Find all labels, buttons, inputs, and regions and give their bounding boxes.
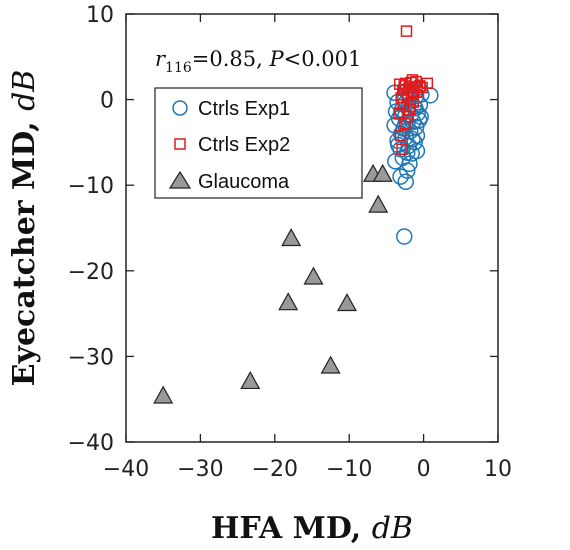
data-point-circle: [408, 142, 426, 160]
legend-label-ctrls-exp2: Ctrls Exp2: [198, 134, 290, 156]
data-point-triangle: [336, 293, 357, 312]
x-tick-label: −20: [252, 457, 298, 482]
data-point-square: [421, 77, 434, 90]
data-marks: [153, 25, 439, 404]
x-tick-label: −30: [177, 457, 223, 482]
legend: Ctrls Exp1 Ctrls Exp2 Glaucoma: [154, 87, 363, 199]
x-tick-label: 0: [417, 457, 431, 482]
data-point-triangle: [240, 370, 261, 390]
legend-box: [154, 87, 363, 199]
data-point-circle: [397, 173, 414, 191]
y-tick-labels: −40 −30 −20 −10 0 10: [68, 3, 114, 456]
x-tick-label: −10: [326, 457, 372, 482]
legend-label-ctrls-exp1: Ctrls Exp1: [198, 98, 290, 120]
y-axis-label: Eyecatcher MD, dB: [7, 70, 42, 387]
legend-entry-ctrls-exp2: Ctrls Exp2: [174, 134, 290, 156]
data-point-square: [402, 110, 414, 123]
data-point-square: [396, 143, 408, 155]
data-point-triangle: [153, 385, 174, 404]
data-point-square: [399, 117, 411, 130]
data-point-square: [394, 129, 407, 142]
legend-label-glaucoma: Glaucoma: [198, 171, 290, 193]
data-point-circle: [396, 228, 413, 245]
legend-entry-ctrls-exp1: Ctrls Exp1: [172, 98, 290, 120]
data-point-triangle: [320, 355, 341, 374]
y-tick-label: −40: [68, 431, 114, 456]
data-point-square: [406, 74, 419, 86]
x-axis-label: HFA MD, dB: [211, 511, 413, 546]
data-point-square: [400, 25, 413, 37]
y-tick-label: 10: [86, 3, 114, 28]
legend-triangle-marker: [168, 170, 192, 189]
x-tick-labels: −40 −30 −20 −10 0 10: [103, 457, 512, 482]
plot-frame: [125, 13, 499, 443]
y-tick-label: −30: [68, 345, 114, 370]
y-tick-label: 0: [100, 89, 114, 114]
y-tick-label: −20: [68, 260, 114, 285]
data-point-triangle: [372, 163, 393, 182]
axis-ticks: [125, 13, 499, 443]
legend-square-marker: [174, 138, 186, 150]
legend-entry-glaucoma: Glaucoma: [168, 170, 290, 193]
series-glaucoma: [153, 163, 393, 404]
data-point-triangle: [303, 266, 324, 285]
data-point-triangle: [368, 194, 389, 213]
legend-circle-marker: [172, 100, 188, 116]
x-tick-label: −40: [103, 457, 149, 482]
series-ctrls-exp2: [393, 25, 434, 155]
data-point-triangle: [281, 228, 302, 247]
y-tick-label: −10: [68, 174, 114, 199]
correlation-annotation: r116=0.85, P<0.001: [155, 47, 361, 76]
data-point-circle: [401, 155, 418, 173]
data-point-triangle: [278, 292, 299, 311]
data-point-square: [408, 85, 420, 97]
x-tick-label: 10: [484, 457, 512, 482]
data-point-circle: [392, 168, 409, 185]
